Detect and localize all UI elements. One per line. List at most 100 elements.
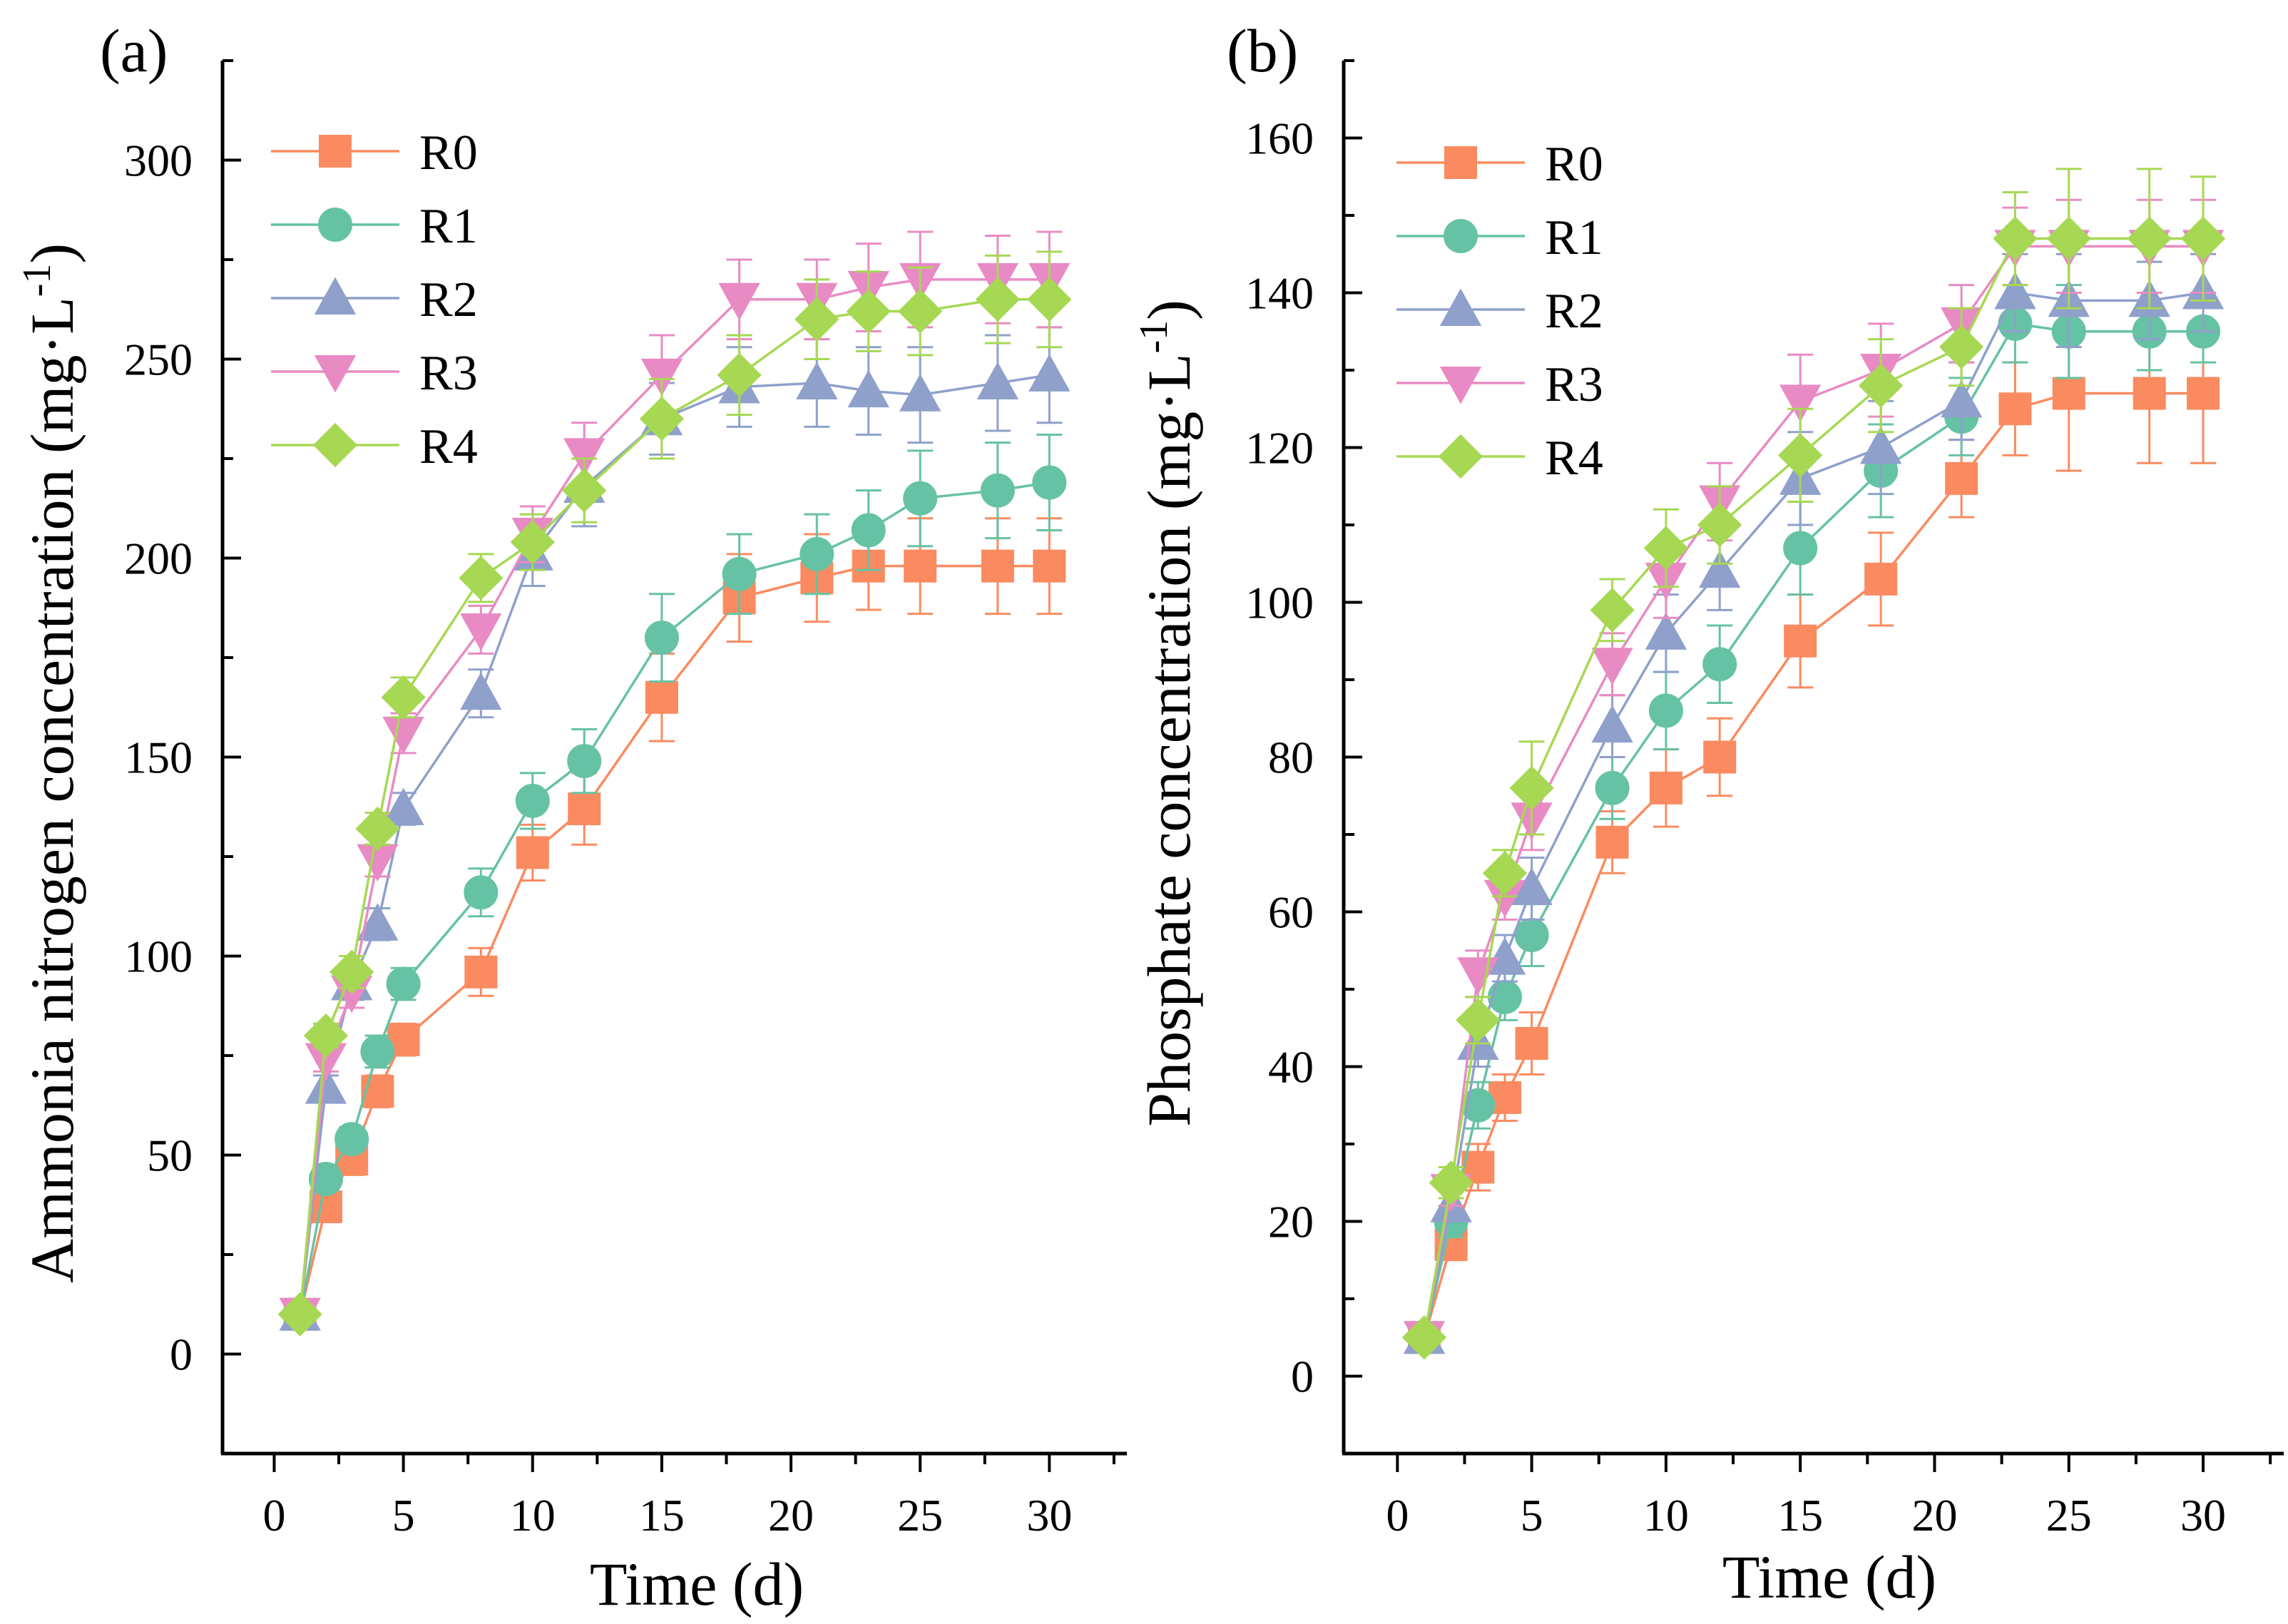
panel-b-series-r2-point bbox=[1699, 550, 1741, 588]
panel-a-x-tick-label: 15 bbox=[639, 1490, 685, 1541]
panel-a-series-r2-point bbox=[460, 672, 502, 710]
panel-a-series-r0-point bbox=[645, 680, 678, 714]
panel-a-series-r0-point bbox=[568, 792, 601, 826]
panel-a-legend-marker bbox=[312, 422, 358, 468]
panel-b-y-tick-label: 100 bbox=[1245, 578, 1314, 628]
panel-b-y-tick-label: 40 bbox=[1268, 1042, 1314, 1093]
panel-b-x-tick-label: 25 bbox=[2046, 1490, 2092, 1541]
panel-a-series-r1-point bbox=[903, 481, 938, 516]
panel-b-x-tick-label: 0 bbox=[1386, 1490, 1409, 1541]
panel-a-series-r4-point bbox=[510, 520, 555, 565]
panel-a-legend-label: R3 bbox=[419, 346, 478, 401]
panel-b-series-r2-point bbox=[1994, 271, 2036, 310]
panel-a-series-r4-point bbox=[795, 297, 839, 342]
panel-b-series-r2-point bbox=[1940, 379, 1983, 418]
panel-b-series-r1-point bbox=[1648, 693, 1683, 728]
panel-a-y-tick-label: 100 bbox=[124, 931, 193, 982]
panel-a-legend-item-r4: R4 bbox=[271, 419, 478, 474]
panel-b-series-r0-point bbox=[1595, 825, 1629, 859]
panel-a-series-r0-point bbox=[981, 549, 1014, 583]
panel-a-x-tick-label: 5 bbox=[392, 1490, 415, 1541]
panel-b-series-r3-point bbox=[1779, 384, 1822, 422]
panel-a-series-r4 bbox=[277, 250, 1072, 1337]
panel-a-series-r4-point bbox=[639, 397, 684, 441]
panel-b-series-r0-point bbox=[1703, 740, 1737, 774]
panel-a-series-r2-point bbox=[1028, 354, 1071, 392]
panel-b-series-r0-point bbox=[1515, 1026, 1548, 1060]
panel-b-legend-label: R4 bbox=[1545, 431, 1603, 486]
panel-b-series-r4-point bbox=[2127, 216, 2172, 261]
panel-b-series-r4 bbox=[1401, 168, 2226, 1360]
panel-a-series-r2-point bbox=[847, 369, 889, 408]
panel-b-legend-marker bbox=[1444, 219, 1478, 253]
panel-a-legend-marker bbox=[314, 277, 357, 315]
panel-a-y-axis-title-main: Ammonia nitrogen concentration (mg·L bbox=[18, 297, 86, 1283]
panel-a-series-r4-point bbox=[717, 352, 762, 397]
panel-b-legend-item-r0: R0 bbox=[1396, 137, 1603, 192]
panel-b-y-tick-label: 60 bbox=[1268, 887, 1314, 938]
panel-a-legend: R0 R1 R2 R3 R4 bbox=[271, 126, 478, 474]
panel-a-series-r1-point bbox=[464, 875, 499, 910]
panel-b-y-tick-label: 20 bbox=[1268, 1197, 1314, 1247]
panel-b-series-r1-point bbox=[1702, 647, 1737, 682]
panel-a-legend-marker bbox=[318, 208, 352, 242]
panel-a-series-r4-point bbox=[846, 289, 891, 334]
panel-b-series-r4-point bbox=[1643, 526, 1688, 571]
panel-b-x-tick-label: 20 bbox=[1911, 1490, 1957, 1541]
panel-b-legend-marker bbox=[1444, 146, 1477, 179]
panel-a-series-r4-point bbox=[562, 468, 607, 513]
panel-b-y-axis-title: Phosphate concentration (mg·L-1) bbox=[1132, 300, 1203, 1127]
panel-a-x-tick-label: 25 bbox=[897, 1490, 943, 1541]
panel-a-x-tick-label: 10 bbox=[510, 1490, 556, 1541]
panel-a-y-tick-label: 0 bbox=[170, 1329, 193, 1380]
panel-b-x-tick-label: 30 bbox=[2180, 1490, 2226, 1541]
panel-b-series-r4-point bbox=[1778, 433, 1823, 478]
panel-a-legend-marker bbox=[319, 135, 352, 168]
panel-b-series-r0-point bbox=[1864, 562, 1898, 596]
panel-a-series-r3-point bbox=[460, 613, 502, 651]
panel-b-series-r1-point bbox=[1783, 531, 1818, 566]
panel-a-series-r1-point bbox=[1032, 465, 1067, 500]
panel-b-series-r4-point bbox=[1697, 502, 1742, 548]
panel-b-series-r2-point bbox=[1859, 426, 1902, 464]
panel-a-series-r1-point bbox=[386, 966, 421, 1001]
panel-b-x-tick-label: 15 bbox=[1777, 1490, 1823, 1541]
panel-a-series-r4-point bbox=[898, 289, 943, 334]
panel-a-legend-label: R4 bbox=[419, 419, 478, 474]
panel-a-series-r0-point bbox=[516, 836, 549, 869]
panel-a-series-r2-point bbox=[976, 362, 1019, 399]
panel-b-label: (b) bbox=[1227, 16, 1298, 85]
panel-b-series-r1-point bbox=[1595, 770, 1630, 805]
panel-b-legend-marker bbox=[1438, 434, 1483, 479]
panel-b-series-r4-point bbox=[1456, 998, 1501, 1043]
panel-a-series-r1-point bbox=[800, 536, 834, 571]
panel-a-legend-item-r3: R3 bbox=[271, 346, 478, 401]
panel-b-series-r2-point bbox=[1591, 705, 1633, 743]
panel-b-series-r0-point bbox=[1998, 392, 2032, 426]
panel-b-y-tick-label: 0 bbox=[1291, 1352, 1314, 1402]
panel-a-series-r1-point bbox=[980, 473, 1015, 508]
panel-b-y-axis-title-superscript: -1 bbox=[1132, 320, 1176, 354]
panel-a-y-axis-title-superscript: -1 bbox=[15, 264, 59, 297]
panel-a-legend-marker bbox=[314, 355, 357, 393]
panel-a-series-r2-point bbox=[796, 362, 838, 399]
panel-b-series-r2-point bbox=[1483, 937, 1526, 975]
panel-b-y-tick-label: 80 bbox=[1268, 732, 1314, 783]
panel-b-series-r4-point bbox=[2180, 216, 2226, 261]
panel-b-y-tick-label: 120 bbox=[1245, 423, 1314, 474]
panel-a-series-r3-point bbox=[640, 358, 683, 397]
panel-b-series-r2-point bbox=[1645, 612, 1687, 650]
panel-a-y-tick-label: 150 bbox=[124, 732, 193, 783]
panel-a-legend-item-r1: R1 bbox=[271, 199, 478, 254]
panel-a-series-r1-point bbox=[851, 513, 886, 548]
panel-b-x-axis-title: Time (d) bbox=[1722, 1543, 1936, 1611]
panel-a-series-r1-point bbox=[722, 556, 757, 591]
panel-a-series-r0-point bbox=[1033, 549, 1066, 583]
panel-b-y-tick-label: 140 bbox=[1245, 268, 1314, 319]
panel-a-series-r2-point bbox=[357, 903, 399, 941]
panel-a-legend-item-r0: R0 bbox=[271, 126, 478, 180]
panel-b-series-r4-point bbox=[1509, 765, 1554, 811]
panel-b-legend: R0 R1 R2 R3 R4 bbox=[1396, 137, 1603, 486]
panel-a-series-r1-point bbox=[567, 744, 602, 779]
panel-a-legend-item-r2: R2 bbox=[271, 272, 478, 327]
